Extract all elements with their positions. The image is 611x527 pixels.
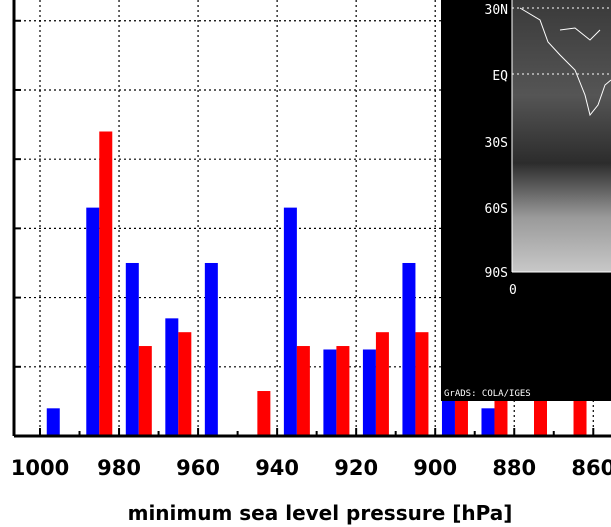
x-tick-labels: 1000 980 960 940 920 900 880 860 (11, 456, 611, 480)
bar-series-2 (178, 332, 192, 436)
x-tick-label: 920 (334, 456, 378, 480)
inset-map: 30N EQ 30S 60S 90S 0 GrADS: COLA/IGES (441, 0, 611, 401)
x-tick-label: 1000 (11, 456, 69, 480)
map-lat-label: 30S (485, 136, 508, 151)
coastline (559, 27, 601, 41)
bar-series-1 (481, 408, 495, 436)
bars (46, 131, 587, 436)
map-credit: GrADS: COLA/IGES (444, 389, 531, 399)
map-lon-label: 0 (509, 283, 517, 298)
bar-series-2 (415, 332, 429, 436)
map-lat-label: EQ (492, 69, 508, 84)
bar-series-2 (573, 394, 587, 436)
bar-series-1 (323, 349, 337, 436)
bar-series-1 (165, 318, 179, 436)
x-tick-label: 960 (176, 456, 220, 480)
bar-series-2 (336, 346, 350, 436)
bar-series-1 (283, 207, 297, 436)
x-tick-label: 860 (571, 456, 611, 480)
bar-series-2 (454, 391, 468, 436)
bar-series-1 (86, 207, 100, 436)
map-lat-label: 60S (485, 202, 508, 217)
bar-series-2 (99, 131, 113, 436)
axes (12, 0, 611, 438)
bar-series-2 (494, 394, 508, 436)
map-lat-label: 90S (485, 266, 508, 281)
x-tick-label: 940 (255, 456, 299, 480)
bar-series-1 (362, 349, 376, 436)
bar-series-1 (402, 262, 416, 436)
coastline (519, 7, 611, 117)
bar-series-2 (375, 332, 389, 436)
x-tick-label: 980 (97, 456, 141, 480)
x-tick-label: 880 (492, 456, 536, 480)
inset-map-image (512, 0, 611, 272)
bar-series-2 (296, 346, 310, 436)
bar-series-1 (204, 262, 218, 436)
bar-series-2 (257, 391, 271, 436)
bar-series-2 (138, 346, 152, 436)
map-lat-label: 30N (485, 3, 508, 18)
bar-series-2 (534, 394, 547, 436)
bar-series-1 (46, 408, 60, 436)
x-tick-label: 900 (413, 456, 457, 480)
bar-series-1 (125, 262, 139, 436)
x-axis-title: minimum sea level pressure [hPa] (128, 501, 513, 525)
